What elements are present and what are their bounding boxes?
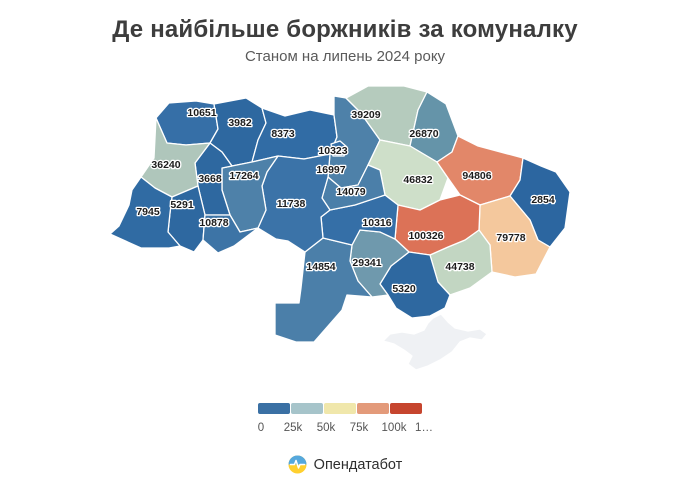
region-chernivtsi[interactable] bbox=[202, 214, 259, 254]
legend-tick-25k: 25k bbox=[284, 422, 303, 434]
legend-segment-5 bbox=[390, 403, 422, 414]
region-zakarpattia[interactable] bbox=[109, 176, 181, 249]
legend-tick-0: 0 bbox=[258, 422, 264, 434]
opendatabot-icon bbox=[288, 455, 307, 474]
legend-segment-1 bbox=[258, 403, 290, 414]
legend-tick-75k: 75k bbox=[350, 422, 369, 434]
brand-name: Опендатабот bbox=[313, 456, 403, 473]
legend-tick-125k-truncated: 1… bbox=[415, 422, 433, 434]
region-odesa[interactable] bbox=[274, 237, 373, 343]
legend-tick-50k: 50k bbox=[317, 422, 336, 434]
page-title: Де найбільше боржників за комуналку bbox=[112, 16, 578, 43]
map-regions bbox=[109, 85, 571, 371]
legend-segment-3 bbox=[324, 403, 356, 414]
region-zhytomyr[interactable] bbox=[251, 107, 338, 163]
legend-segment-4 bbox=[357, 403, 389, 414]
legend-segment-2 bbox=[291, 403, 323, 414]
legend-tick-100k: 100k bbox=[382, 422, 407, 434]
region-crimea bbox=[382, 313, 488, 371]
footer-logo[interactable]: Опендатабот bbox=[0, 455, 690, 474]
page-subtitle: Станом на липень 2024 року bbox=[244, 48, 446, 65]
region-kyiv-city[interactable] bbox=[330, 140, 348, 157]
legend: 0 25k 50k 75k 100k 1… bbox=[258, 403, 433, 434]
